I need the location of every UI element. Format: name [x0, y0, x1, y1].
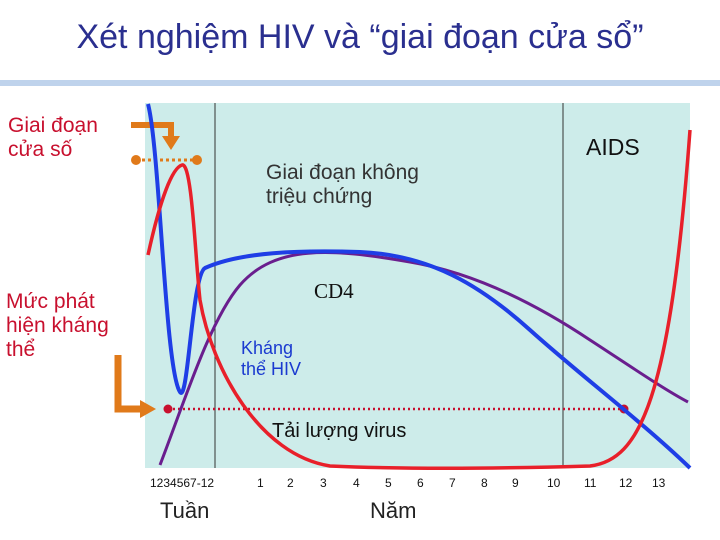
antibody-label: Kháng thể HIV — [241, 338, 301, 379]
tick-year-6: 6 — [417, 476, 424, 490]
axis-weeks-label: Tuần — [160, 498, 210, 523]
detect-line-1: Mức phát — [6, 290, 95, 313]
tick-year-11: 11 — [584, 476, 597, 490]
window-period-label: Giai đoạn cửa số — [8, 114, 98, 162]
tick-year-9: 9 — [512, 476, 519, 490]
cd4-curve — [146, 103, 692, 470]
aids-label: AIDS — [586, 134, 640, 160]
tick-year-13: 13 — [652, 476, 666, 490]
tick-weeks: 1234567-12 — [150, 476, 215, 490]
tick-year-2: 2 — [287, 476, 294, 490]
chart-panel — [145, 103, 690, 468]
asym-line-2: triệu chứng — [266, 185, 373, 209]
asym-line-1: Giai đoạn không — [266, 161, 419, 184]
detect-line-2: hiện kháng — [6, 314, 109, 338]
tick-year-7: 7 — [449, 476, 456, 490]
antibody-line-1: Kháng — [241, 338, 294, 358]
detection-level-label: Mức phát hiện kháng thể — [6, 290, 109, 362]
window-line-2: cửa số — [8, 138, 73, 162]
axis-years-label: Năm — [370, 498, 417, 523]
tick-year-3: 3 — [320, 476, 327, 490]
tick-year-10: 10 — [547, 476, 561, 490]
window-dot-right — [192, 155, 202, 165]
tick-year-8: 8 — [481, 476, 488, 490]
tick-year-4: 4 — [353, 476, 360, 490]
asymptomatic-label: Giai đoạn không triệu chứng — [266, 161, 419, 209]
detection-dot-left — [163, 404, 173, 414]
title-underline — [0, 80, 720, 86]
tick-year-12: 12 — [619, 476, 633, 490]
detect-line-3: thể — [6, 338, 36, 362]
tick-year-5: 5 — [385, 476, 392, 490]
elbow-arrow-icon — [131, 122, 180, 150]
page-title: Xét nghiệm HIV và “giai đoạn cửa sổ” — [76, 18, 644, 56]
cd4-label: CD4 — [314, 279, 354, 303]
window-line-1: Giai đoạn — [8, 114, 98, 137]
tick-year-1: 1 — [257, 476, 264, 490]
elbow-arrow-icon — [114, 355, 156, 418]
viral-load-label: Tải lượng virus — [272, 420, 407, 442]
viral-load-curve — [146, 129, 692, 471]
antibody-line-2: thể HIV — [241, 358, 302, 379]
window-dot-left — [131, 155, 141, 165]
